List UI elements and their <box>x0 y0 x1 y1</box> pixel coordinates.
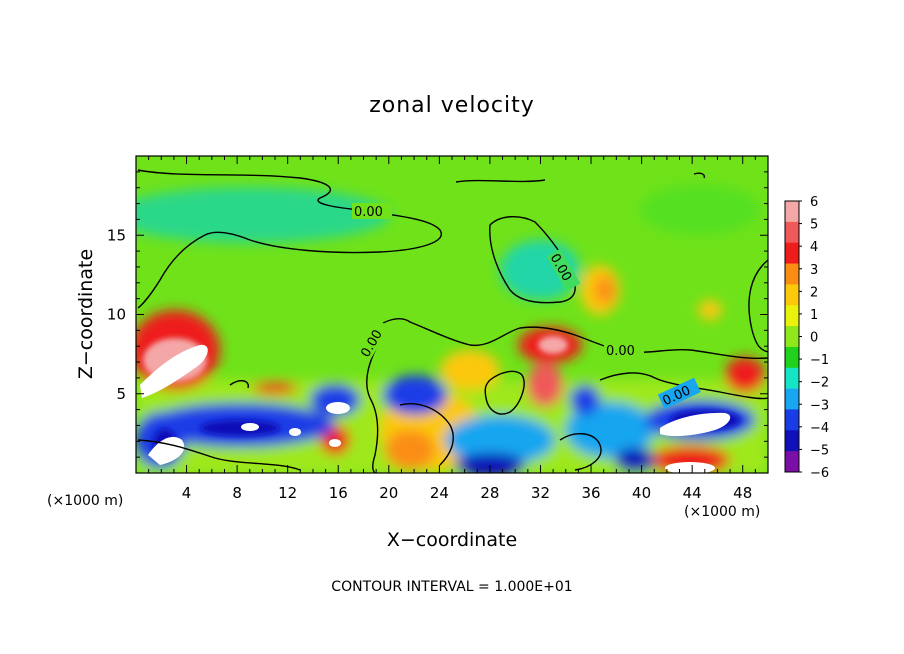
field-core <box>148 436 185 465</box>
colorbar-swatch <box>785 201 799 223</box>
x-tick-label: 8 <box>232 484 242 502</box>
colorbar-label: −5 <box>810 443 829 458</box>
colorbar-swatch <box>785 430 799 452</box>
colorbar-swatch <box>785 221 799 244</box>
field-core <box>241 423 259 431</box>
field-patch <box>527 363 563 407</box>
contour-label: 0.00 <box>606 344 635 359</box>
field-core <box>665 462 715 473</box>
field-patch <box>385 430 435 470</box>
chart-title: zonal velocity <box>369 93 535 118</box>
colorbar-label: −2 <box>810 376 829 391</box>
velocity-field: 0.00 0.00 0.00 0.00 0.00 <box>136 156 768 473</box>
contour-label: 0.00 <box>354 205 383 220</box>
contour-line <box>137 169 443 309</box>
x-tick-label: 12 <box>278 484 297 502</box>
field-patch <box>640 185 760 235</box>
x-units-left: (×1000 m) <box>47 493 123 509</box>
x-tick-label: 20 <box>379 484 398 502</box>
x-tick-label: 48 <box>733 484 752 502</box>
field-core <box>660 412 731 437</box>
field-patch <box>253 382 297 394</box>
x-tick-label: 36 <box>581 484 600 502</box>
x-axis-label: X−coordinate <box>387 529 517 551</box>
contour-line <box>455 179 546 183</box>
field-core <box>140 344 208 398</box>
contour-line <box>399 403 454 466</box>
y-tick-label: 10 <box>107 306 126 324</box>
field-patch <box>725 357 765 393</box>
field-core <box>326 402 350 414</box>
x-tick-label: 4 <box>182 484 192 502</box>
x-tick-label: 16 <box>329 484 348 502</box>
y-tick-label: 15 <box>107 226 126 244</box>
field-peak <box>200 420 280 436</box>
colorbar-swatch <box>785 409 799 431</box>
x-tick-label: 28 <box>480 484 499 502</box>
colorbar-label: −6 <box>810 466 829 481</box>
contour-line <box>693 172 706 179</box>
contour-line <box>371 318 768 360</box>
colorbar-swatch <box>785 263 799 285</box>
colorbar-label: 1 <box>810 308 818 323</box>
colorbar-label: 0 <box>810 331 818 346</box>
colorbar-swatch <box>785 388 799 410</box>
x-tick-label: 24 <box>430 484 449 502</box>
field-patch <box>615 448 655 472</box>
field-core <box>329 439 341 447</box>
contour-line <box>137 439 301 471</box>
colorbar-label: 2 <box>810 285 818 300</box>
contour-interval-note: CONTOUR INTERVAL = 1.000E+01 <box>331 579 572 595</box>
colorbar-swatch <box>785 451 799 473</box>
field-patch <box>698 300 722 320</box>
colorbar-label: 3 <box>810 263 818 278</box>
colorbar-label: 5 <box>810 218 818 233</box>
field-patch <box>440 350 500 390</box>
zero-contours <box>137 169 768 473</box>
field-patch <box>565 402 655 458</box>
contour-line <box>748 259 768 353</box>
field-core <box>289 428 301 436</box>
colorbar-label: −3 <box>810 398 829 413</box>
x-tick-label: 40 <box>632 484 651 502</box>
colorbar-swatch <box>785 367 799 390</box>
colorbar-label: −1 <box>810 353 829 368</box>
contour-line <box>484 370 525 415</box>
colorbar-swatch <box>785 326 799 348</box>
y-tick-label: 5 <box>116 385 126 403</box>
colorbar-swatch <box>785 242 799 265</box>
colorbar-label: 6 <box>810 195 818 210</box>
contour-line <box>489 216 576 304</box>
colorbar-swatch <box>785 346 799 369</box>
contour-line <box>559 433 602 471</box>
field-patch <box>136 187 390 243</box>
x-units-right: (×1000 m) <box>684 504 760 520</box>
field-patch <box>595 276 615 304</box>
field-patch <box>455 453 525 473</box>
y-axis-label: Z−coordinate <box>75 249 97 379</box>
field-patch <box>445 415 555 465</box>
colorbar: 6 5 4 3 2 1 0 −1 −2 −3 −4 −5 −6 <box>784 195 829 481</box>
field-peak <box>538 336 568 354</box>
colorbar-swatch <box>785 284 799 306</box>
colorbar-label: 4 <box>810 240 818 255</box>
field-patch <box>383 375 447 415</box>
x-tick-label: 32 <box>531 484 550 502</box>
x-axis: 4 8 12 16 20 24 28 32 36 40 44 48 <box>135 156 769 502</box>
contour-line <box>366 339 381 473</box>
x-tick-label: 44 <box>683 484 702 502</box>
field-patch <box>570 385 600 415</box>
y-axis: 5 10 15 <box>107 155 768 474</box>
contour-line <box>229 380 249 389</box>
colorbar-label: −4 <box>810 421 829 436</box>
colorbar-swatch <box>785 305 799 327</box>
